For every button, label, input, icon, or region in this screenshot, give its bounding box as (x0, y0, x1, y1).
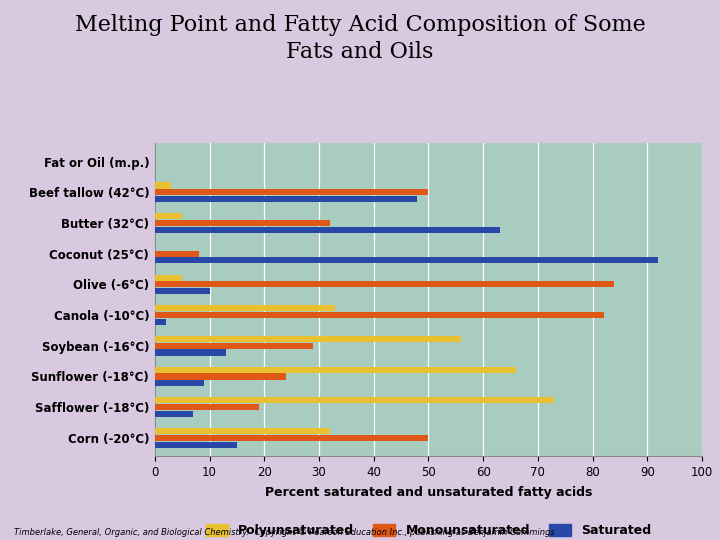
Bar (155, 343, 313, 349)
Bar (155, 380, 204, 386)
Bar (155, 189, 428, 195)
Bar (155, 411, 193, 417)
Bar (155, 143, 702, 456)
Text: Timberlake, General, Organic, and Biological Chemistry.  Copyright © Pearson Edu: Timberlake, General, Organic, and Biolog… (14, 528, 555, 537)
Bar (155, 274, 182, 281)
Bar (155, 220, 330, 226)
Bar (155, 435, 428, 441)
Bar (155, 281, 614, 287)
Bar (155, 312, 603, 318)
Bar (155, 251, 199, 256)
Bar (155, 349, 226, 355)
Bar (155, 442, 237, 448)
Bar (155, 196, 418, 202)
Bar (155, 183, 171, 188)
Bar (155, 367, 516, 373)
X-axis label: Percent saturated and unsaturated fatty acids: Percent saturated and unsaturated fatty … (265, 486, 592, 499)
Text: Melting Point and Fatty Acid Composition of Some
Fats and Oils: Melting Point and Fatty Acid Composition… (75, 14, 645, 63)
Bar (155, 258, 658, 264)
Legend: Polyunsaturated, Monounsaturated, Saturated: Polyunsaturated, Monounsaturated, Satura… (201, 519, 656, 540)
Bar (155, 227, 500, 233)
Bar (155, 288, 210, 294)
Bar (155, 404, 258, 410)
Bar (155, 428, 330, 434)
Bar (155, 373, 286, 380)
Bar (155, 336, 462, 342)
Bar (155, 305, 336, 312)
Bar (155, 397, 554, 403)
Bar (155, 319, 166, 325)
Bar (155, 213, 182, 219)
